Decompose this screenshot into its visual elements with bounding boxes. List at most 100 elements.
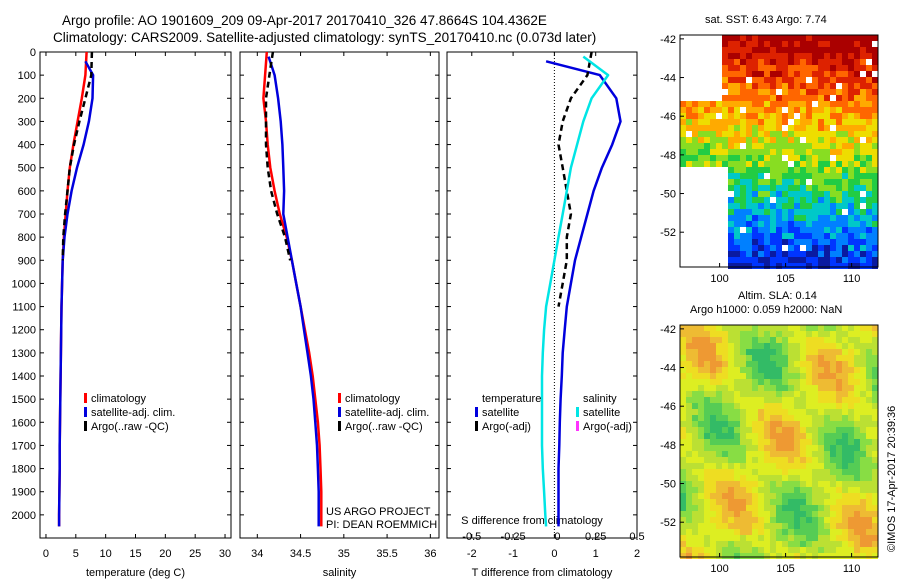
sst-cell — [788, 245, 794, 251]
sst-cell — [746, 173, 752, 179]
sla-cell — [698, 511, 704, 517]
sst-cell — [800, 89, 806, 95]
sla-cell — [788, 373, 794, 379]
sst-cell — [716, 239, 722, 245]
sst-cell — [728, 245, 734, 251]
sla-cell — [770, 511, 776, 517]
sla-cell — [776, 493, 782, 499]
sla-cell — [836, 457, 842, 463]
legend-sal-swatch — [338, 393, 341, 403]
sla-cell — [770, 487, 776, 493]
sla-cell — [740, 499, 746, 505]
sst-cell — [722, 137, 728, 143]
sst-cell — [716, 251, 722, 257]
sla-cell — [842, 535, 848, 541]
sla-cell — [740, 553, 746, 559]
sla-cell — [728, 451, 734, 457]
sst-cell — [848, 95, 854, 101]
sst-cell — [824, 83, 830, 89]
sst-cell — [794, 59, 800, 65]
sla-cell — [764, 535, 770, 541]
sla-cell — [854, 553, 860, 559]
sst-cell — [680, 35, 686, 41]
sla-cell — [824, 361, 830, 367]
sla-cell — [734, 337, 740, 343]
sla-map-x-tick-label: 105 — [776, 563, 794, 575]
sst-cell — [872, 257, 878, 263]
sla-cell — [788, 409, 794, 415]
sst-cell — [746, 215, 752, 221]
sst-cell — [788, 65, 794, 71]
sla-cell — [776, 415, 782, 421]
legend-diff-temp-swatch — [475, 421, 478, 431]
sla-cell — [836, 379, 842, 385]
sla-cell — [848, 355, 854, 361]
sst-cell — [800, 65, 806, 71]
sst-cell — [866, 167, 872, 173]
sla-cell — [860, 421, 866, 427]
sst-cell — [698, 197, 704, 203]
sla-cell — [776, 337, 782, 343]
sst-cell — [704, 83, 710, 89]
sst-cell — [824, 53, 830, 59]
sla-cell — [728, 427, 734, 433]
sla-cell — [854, 481, 860, 487]
sla-cell — [860, 415, 866, 421]
sla-cell — [800, 385, 806, 391]
sst-cell — [794, 233, 800, 239]
sst-cell — [770, 95, 776, 101]
sst-cell — [776, 251, 782, 257]
sst-cell — [692, 257, 698, 263]
sst-cell — [722, 125, 728, 131]
sst-cell — [830, 173, 836, 179]
sla-cell — [746, 415, 752, 421]
sla-cell — [842, 451, 848, 457]
sla-map-y-tick-label: -52 — [660, 517, 676, 529]
sst-cell — [764, 239, 770, 245]
sst-cell — [740, 209, 746, 215]
sst-cell — [818, 149, 824, 155]
sst-cell — [842, 179, 848, 185]
sla-cell — [818, 331, 824, 337]
sst-cell — [824, 173, 830, 179]
sla-cell — [710, 373, 716, 379]
sla-cell — [824, 337, 830, 343]
sst-cell — [704, 239, 710, 245]
sst-cell — [866, 251, 872, 257]
sla-cell — [788, 505, 794, 511]
sst-cell — [740, 131, 746, 137]
sla-cell — [854, 511, 860, 517]
sla-cell — [872, 487, 878, 493]
sst-cell — [716, 257, 722, 263]
sla-cell — [776, 373, 782, 379]
sla-cell — [680, 379, 686, 385]
sst-cell — [764, 191, 770, 197]
sla-cell — [854, 331, 860, 337]
sla-cell — [692, 433, 698, 439]
sla-cell — [818, 355, 824, 361]
sst-cell — [722, 149, 728, 155]
sst-cell — [842, 251, 848, 257]
sla-cell — [710, 451, 716, 457]
sla-cell — [824, 505, 830, 511]
sst-cell — [686, 161, 692, 167]
sst-cell — [686, 245, 692, 251]
sst-cell — [824, 233, 830, 239]
sla-cell — [788, 427, 794, 433]
sla-cell — [686, 343, 692, 349]
sla-cell — [692, 463, 698, 469]
sst-cell — [788, 35, 794, 41]
sst-cell — [704, 167, 710, 173]
sst-cell — [722, 143, 728, 149]
sla-cell — [686, 475, 692, 481]
sst-cell — [704, 113, 710, 119]
sla-cell — [782, 463, 788, 469]
sst-cell — [764, 83, 770, 89]
sla-cell — [776, 457, 782, 463]
sst-cell — [716, 131, 722, 137]
sla-cell — [860, 535, 866, 541]
sst-cell — [776, 221, 782, 227]
sla-cell — [686, 529, 692, 535]
sst-cell — [752, 233, 758, 239]
sst-cell — [854, 65, 860, 71]
